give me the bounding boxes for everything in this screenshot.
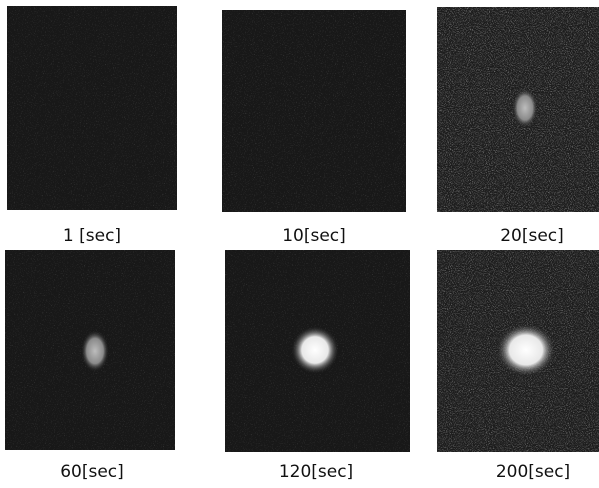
panel-label: 10[sec] <box>282 226 346 246</box>
panel-label: 200[sec] <box>496 462 570 482</box>
signal-spot <box>496 323 556 377</box>
panel: 10[sec] <box>222 10 406 246</box>
panel-label: 60[sec] <box>60 462 124 482</box>
image-noise <box>222 10 406 212</box>
signal-spot <box>291 326 339 374</box>
signal-spot <box>81 330 109 372</box>
panel: 120[sec] <box>225 250 410 482</box>
image-noise <box>7 6 177 210</box>
signal-spot <box>512 88 538 128</box>
panel: 60[sec] <box>5 250 175 482</box>
panel: 200[sec] <box>437 250 599 482</box>
panel: 1 [sec] <box>7 6 177 246</box>
panel-label: 20[sec] <box>500 226 564 246</box>
panel-label: 120[sec] <box>279 462 353 482</box>
panel: 20[sec] <box>437 7 599 246</box>
panel-label: 1 [sec] <box>63 226 121 246</box>
